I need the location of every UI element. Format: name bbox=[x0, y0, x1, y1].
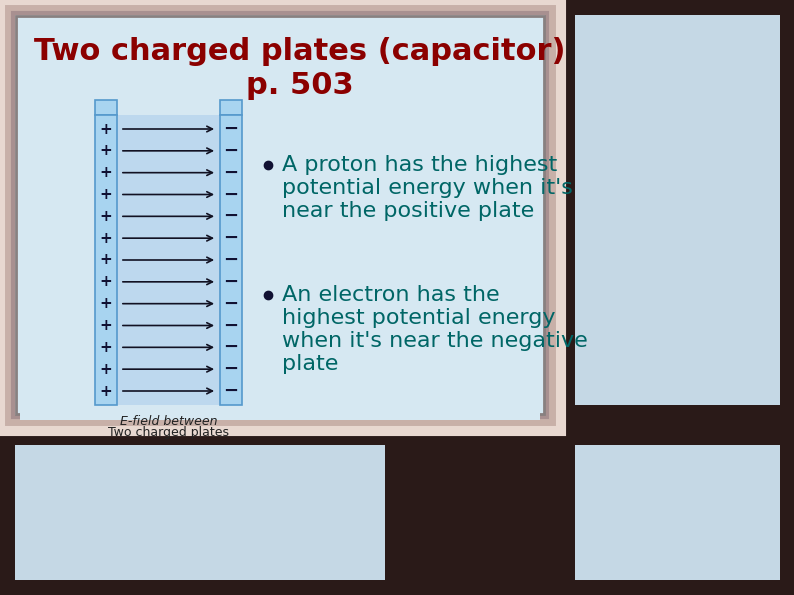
Text: +: + bbox=[99, 318, 113, 333]
Bar bbox=[560, 0, 794, 595]
Text: −: − bbox=[223, 229, 238, 247]
Text: near the positive plate: near the positive plate bbox=[282, 201, 534, 221]
Text: +: + bbox=[99, 165, 113, 180]
Text: −: − bbox=[223, 207, 238, 226]
Text: Two charged plates: Two charged plates bbox=[108, 426, 229, 439]
Bar bbox=[15, 445, 385, 580]
Text: −: − bbox=[223, 273, 238, 291]
Text: E-field between: E-field between bbox=[120, 415, 218, 428]
Bar bbox=[560, 430, 794, 595]
Text: +: + bbox=[99, 143, 113, 158]
Text: −: − bbox=[223, 382, 238, 400]
Bar bbox=[220, 115, 242, 405]
Text: −: − bbox=[223, 186, 238, 203]
Text: +: + bbox=[99, 362, 113, 377]
Text: +: + bbox=[99, 187, 113, 202]
Text: +: + bbox=[99, 340, 113, 355]
Bar bbox=[16, 16, 544, 414]
Text: +: + bbox=[99, 252, 113, 268]
Text: −: − bbox=[223, 317, 238, 334]
Text: −: − bbox=[223, 295, 238, 312]
Text: +: + bbox=[99, 231, 113, 246]
Text: p. 503: p. 503 bbox=[246, 70, 354, 99]
Text: potential energy when it's: potential energy when it's bbox=[282, 178, 573, 198]
Text: +: + bbox=[99, 274, 113, 289]
Bar bbox=[95, 115, 117, 405]
Bar bbox=[8, 8, 552, 422]
Bar bbox=[117, 115, 220, 405]
Text: −: − bbox=[223, 142, 238, 160]
Text: −: − bbox=[223, 120, 238, 138]
Text: +: + bbox=[99, 296, 113, 311]
Text: +: + bbox=[99, 384, 113, 399]
Text: −: − bbox=[223, 164, 238, 181]
Text: −: − bbox=[223, 339, 238, 356]
Text: when it's near the negative: when it's near the negative bbox=[282, 331, 588, 351]
Bar bbox=[95, 100, 117, 115]
Text: Two charged plates (capacitor): Two charged plates (capacitor) bbox=[34, 37, 566, 67]
Text: highest potential energy: highest potential energy bbox=[282, 308, 556, 328]
Text: +: + bbox=[99, 209, 113, 224]
Text: +: + bbox=[99, 121, 113, 136]
Bar bbox=[220, 100, 242, 115]
Text: An electron has the: An electron has the bbox=[282, 285, 499, 305]
Bar bbox=[0, 430, 560, 595]
Bar bbox=[0, 0, 560, 430]
Bar bbox=[20, 20, 540, 420]
Text: A proton has the highest: A proton has the highest bbox=[282, 155, 557, 175]
Bar bbox=[575, 445, 780, 580]
Text: plate: plate bbox=[282, 354, 338, 374]
Text: −: − bbox=[223, 251, 238, 269]
Text: −: − bbox=[223, 360, 238, 378]
Bar bbox=[575, 15, 780, 405]
Bar bbox=[13, 13, 547, 417]
